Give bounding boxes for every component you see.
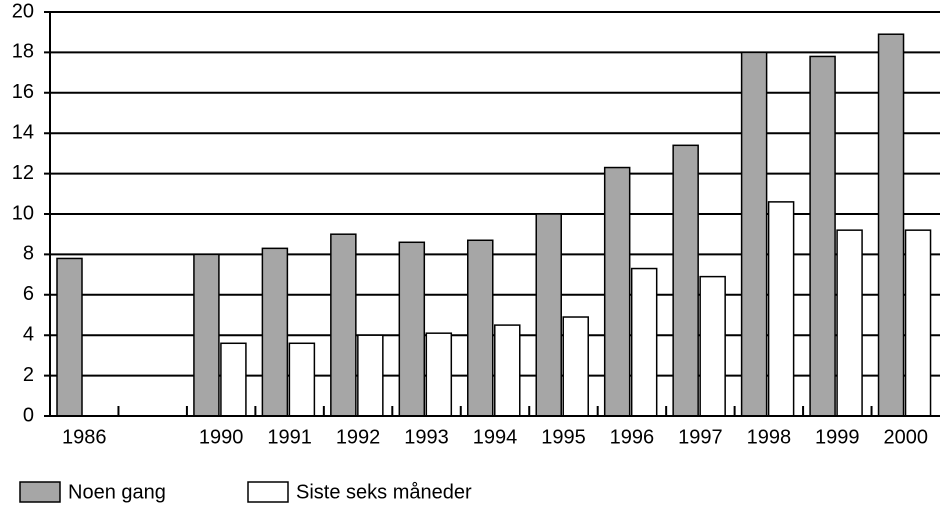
y-tick-label: 10 [12,202,34,224]
bar [494,324,521,417]
legend-label: Noen gang [68,481,166,503]
legend-swatch [19,481,61,503]
y-tick-label: 0 [23,404,34,426]
bar [535,213,562,417]
x-tick-label: 1993 [404,426,449,448]
x-tick-label: 1994 [473,426,518,448]
x-tick-label: 1999 [815,426,860,448]
x-tick-label: 1997 [678,426,723,448]
bar [767,201,795,417]
x-tick-label: 1990 [199,426,244,448]
y-tick-label: 8 [23,243,34,265]
bar [562,316,589,417]
bar [425,332,453,417]
bar [357,334,384,417]
bar [809,55,836,417]
bar [467,239,494,417]
bar [220,342,247,417]
legend-label: Siste seks måneder [296,481,472,503]
bar [288,342,316,417]
y-tick-label: 16 [12,81,34,103]
y-tick-label: 12 [12,162,34,184]
y-tick-label: 18 [12,41,34,63]
x-tick-label: 1986 [62,426,107,448]
x-tick-label: 1996 [610,426,655,448]
x-tick-label: 1998 [747,426,792,448]
bar [877,33,905,417]
bar [261,247,289,417]
y-tick-label: 2 [23,364,34,386]
bar [630,267,658,417]
bar [740,51,768,417]
bar [56,257,83,417]
x-tick-label: 1991 [267,426,312,448]
y-tick-label: 20 [12,0,34,22]
y-tick-label: 4 [23,323,34,345]
x-tick-label: 1992 [336,426,381,448]
legend-swatch [247,481,289,503]
y-tick-label: 14 [12,121,34,143]
bar [904,229,932,417]
bar [330,233,357,417]
bar [672,144,699,417]
x-tick-label: 2000 [884,426,929,448]
x-tick-label: 1995 [541,426,586,448]
bar [603,166,631,417]
bar [836,229,863,417]
bar [699,275,726,417]
y-tick-label: 6 [23,283,34,305]
bar [398,241,426,417]
bar [193,253,220,417]
